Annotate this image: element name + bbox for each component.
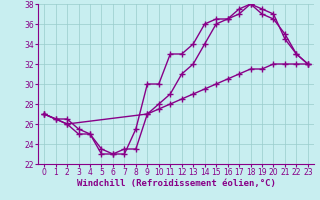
X-axis label: Windchill (Refroidissement éolien,°C): Windchill (Refroidissement éolien,°C) [76, 179, 276, 188]
